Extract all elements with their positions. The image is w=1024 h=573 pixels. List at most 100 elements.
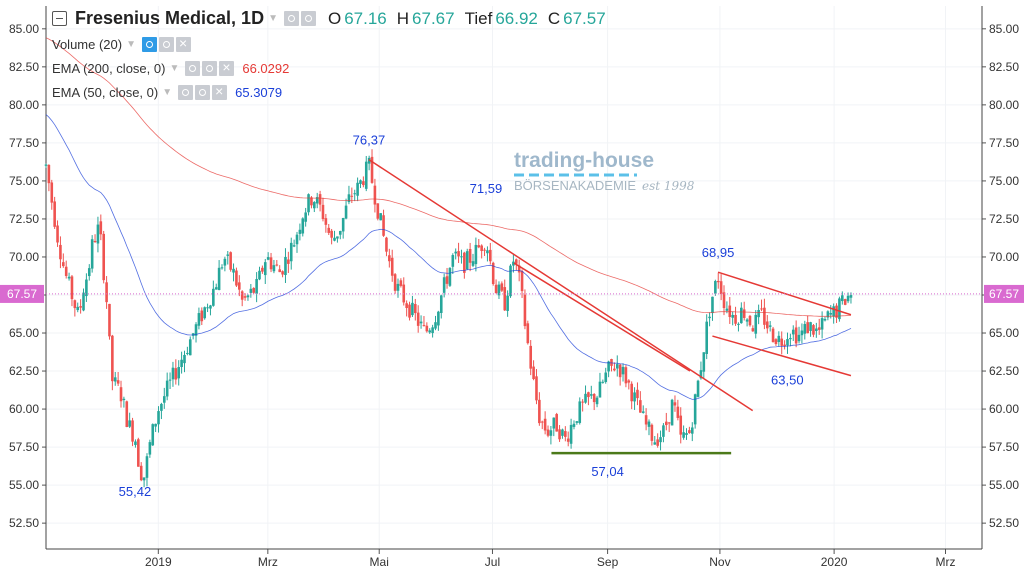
candle-body (572, 423, 576, 427)
y-tick-label-left: 55.00 (9, 478, 39, 492)
candle-body (812, 325, 815, 335)
eye-icon[interactable] (142, 37, 157, 52)
candle-body (171, 367, 175, 380)
candle-body (627, 380, 631, 383)
candle-body (408, 304, 411, 318)
candle-body (604, 372, 608, 383)
price-tags: 67.57 67.57 (0, 284, 1024, 303)
last-price-label-left: 67.57 (7, 287, 37, 301)
low-label: Tief (464, 8, 493, 28)
ema200-value: 66.0292 (242, 61, 290, 76)
ema200-label[interactable]: EMA (200, close, 0) (52, 61, 166, 76)
x-tick-label: Nov (709, 555, 730, 569)
trendline (712, 335, 852, 377)
candle-body (134, 441, 137, 445)
candle-body (183, 354, 186, 364)
candle-body (621, 366, 625, 375)
candle-body (618, 364, 622, 378)
candle-body (119, 387, 123, 402)
ema50-label[interactable]: EMA (50, close, 0) (52, 85, 159, 100)
candle-body (240, 291, 244, 300)
y-tick-label-left: 60.00 (9, 402, 39, 416)
candle-body (197, 313, 201, 326)
candle-body (665, 421, 668, 426)
close-icon[interactable] (212, 83, 228, 100)
candle-body (809, 322, 812, 331)
candle-body (139, 465, 143, 481)
candle-body (589, 394, 593, 396)
candle-body (650, 424, 654, 441)
volume-label[interactable]: Volume (20) (52, 37, 123, 52)
candle-body (347, 194, 351, 203)
chevron-down-icon[interactable]: ▼ (268, 13, 278, 24)
candle-body (690, 427, 694, 434)
candle-body (437, 311, 440, 326)
candle-body (722, 292, 726, 309)
candle-body (555, 414, 558, 432)
candle-body (731, 314, 734, 318)
symbol-title[interactable]: Fresenius Medical, 1D (75, 8, 265, 28)
candle-body (289, 242, 293, 262)
candle-body (188, 339, 192, 356)
candle-body (841, 295, 844, 302)
candle-body (760, 308, 763, 310)
candle-body (281, 271, 284, 275)
price-annotation: 63,50 (771, 373, 804, 388)
chevron-down-icon[interactable]: ▼ (126, 39, 136, 50)
candle-body (768, 325, 772, 327)
candle-body (362, 181, 365, 186)
candle-body (780, 338, 784, 346)
y-tick-label-left: 70.00 (9, 250, 39, 264)
candle-body (243, 296, 247, 298)
candle-body (474, 244, 478, 265)
candle-body (503, 287, 507, 311)
candle-body (832, 306, 835, 317)
close-icon[interactable] (176, 35, 191, 52)
candle-body (480, 245, 483, 251)
candle-body (269, 257, 273, 270)
candle-body (613, 368, 616, 371)
candle-body (584, 393, 587, 403)
eye-icon[interactable] (185, 61, 201, 76)
gear-icon[interactable] (202, 61, 218, 76)
ema200-line (45, 37, 852, 317)
annotations: 76,37 71,59 68,95 63,50 55,42 57,04 (119, 132, 804, 498)
y-tick-label-right: 77.50 (989, 136, 1019, 150)
gear-icon[interactable] (159, 37, 174, 52)
candle-body (803, 324, 807, 334)
y-tick-label-left: 62.50 (9, 364, 39, 378)
x-tick-label: Mrz (935, 555, 955, 569)
candle-body (255, 278, 258, 294)
price-annotation: 68,95 (702, 245, 735, 260)
gear-icon[interactable] (300, 11, 316, 26)
collapse-icon[interactable] (52, 11, 67, 26)
candle-body (777, 335, 781, 343)
candle-body (838, 298, 841, 320)
candle-body (411, 302, 414, 316)
gear-icon[interactable] (195, 85, 211, 100)
candle-body (471, 261, 475, 266)
y-tick-label-right: 62.50 (989, 364, 1019, 378)
candle-body (73, 300, 77, 309)
candle-body (849, 295, 853, 298)
candle-body (292, 245, 296, 247)
candle-body (789, 337, 792, 340)
candle-body (595, 397, 599, 405)
candle-body (44, 164, 48, 166)
candle-body (636, 389, 639, 399)
eye-icon[interactable] (178, 85, 194, 100)
chevron-down-icon[interactable]: ▼ (169, 63, 180, 74)
chevron-down-icon[interactable]: ▼ (162, 87, 173, 98)
candle-body (783, 344, 786, 347)
candle-body (526, 323, 530, 344)
candle-body (405, 303, 408, 309)
grid-lines (46, 6, 982, 549)
candle-body (353, 193, 357, 195)
eye-icon[interactable] (283, 11, 299, 26)
candle-body (85, 279, 88, 297)
close-icon[interactable] (219, 59, 235, 76)
candle-body (679, 415, 683, 435)
candle-body (177, 367, 181, 379)
y-tick-label-left: 77.50 (9, 136, 39, 150)
